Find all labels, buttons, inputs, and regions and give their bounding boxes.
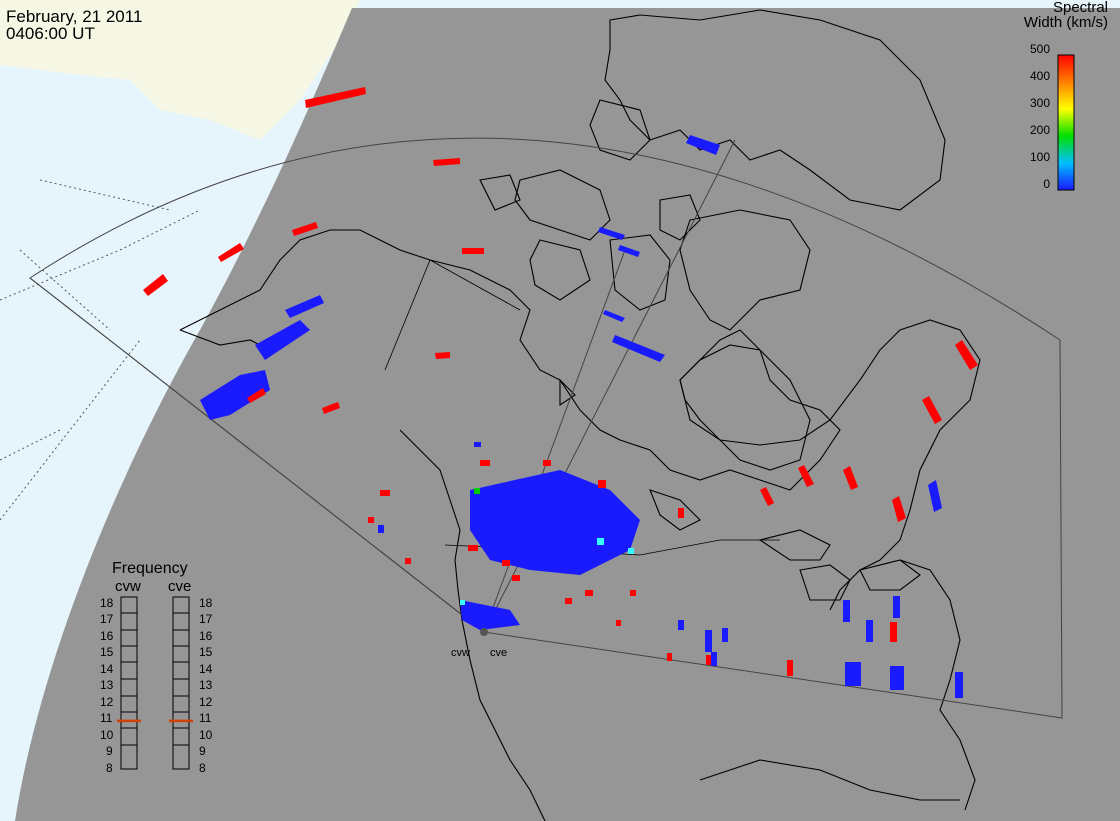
frequency-tick: 9 — [199, 744, 206, 758]
frequency-tick: 10 — [100, 728, 114, 742]
date-label: February, 21 2011 — [6, 7, 143, 26]
frequency-bar-cvw — [120, 596, 138, 770]
site-label-cvw: cvw — [451, 647, 470, 659]
colorbar-title-line2: Width (km/s) — [1023, 14, 1108, 31]
lat-lon-grid — [0, 179, 201, 521]
echoes-blue — [200, 135, 963, 698]
frequency-tick: 11 — [100, 711, 113, 725]
colorbar-title: Spectral Width (km/s) — [1024, 0, 1108, 30]
colorbar-tick: 400 — [1029, 69, 1050, 83]
colorbar-tick: 500 — [1029, 42, 1050, 56]
colorbar-tick: 100 — [1029, 150, 1050, 164]
echoes-red — [143, 87, 978, 676]
echoes-other — [460, 488, 634, 605]
spectral-width-colorbar — [1057, 54, 1075, 191]
frequency-tick: 15 — [100, 645, 114, 659]
radar-site-marker — [480, 628, 488, 636]
colorbar-tick: 300 — [1029, 96, 1050, 110]
frequency-tick: 16 — [199, 629, 213, 643]
frequency-radar-label-cvw: cvw — [115, 578, 141, 595]
frequency-tick: 16 — [100, 629, 114, 643]
frequency-tick: 17 — [100, 612, 114, 626]
frequency-tick: 14 — [100, 662, 114, 676]
frequency-tick: 8 — [106, 761, 113, 775]
frequency-tick: 15 — [199, 645, 213, 659]
colorbar-tick: 200 — [1029, 123, 1050, 137]
frequency-tick: 9 — [106, 744, 113, 758]
frequency-tick: 17 — [199, 612, 213, 626]
frequency-bar-cve — [172, 596, 190, 770]
frequency-tick: 12 — [199, 695, 213, 709]
frequency-tick: 18 — [100, 596, 114, 610]
frequency-tick: 8 — [199, 761, 206, 775]
frequency-tick: 13 — [100, 678, 114, 692]
day-land — [0, 0, 360, 140]
frequency-bars — [120, 596, 190, 770]
frequency-title: Frequency — [112, 560, 188, 577]
colorbar-title-line1: Spectral — [1052, 0, 1108, 16]
frequency-tick: 11 — [199, 711, 212, 725]
frequency-tick: 10 — [199, 728, 213, 742]
site-label-cve: cve — [490, 647, 508, 659]
coastlines — [179, 9, 981, 821]
frequency-radar-label-cve: cve — [168, 578, 192, 595]
frequency-tick: 18 — [199, 596, 213, 610]
colorbar-tick: 0 — [1043, 177, 1050, 191]
frequency-tick: 14 — [199, 662, 213, 676]
frequency-tick: 13 — [199, 678, 213, 692]
frequency-tick: 12 — [100, 695, 114, 709]
time-label: 0406:00 UT — [6, 24, 95, 43]
